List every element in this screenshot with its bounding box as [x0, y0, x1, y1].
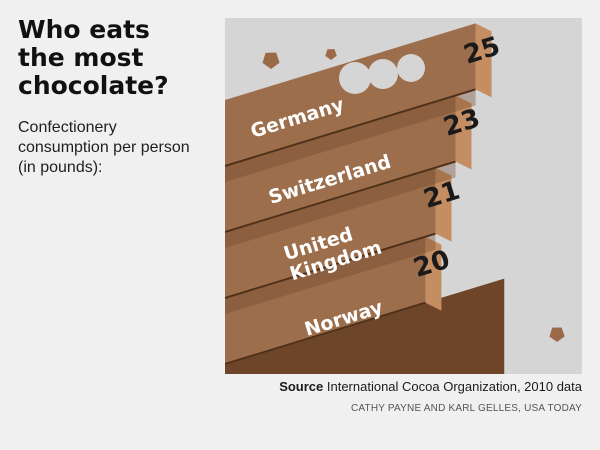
source-note: Source International Cocoa Organization,… [279, 379, 582, 394]
bar-side-0 [475, 23, 492, 98]
source-label: Source [279, 379, 324, 394]
bar-side-2 [435, 167, 452, 242]
chart-title: Who eats the most chocolate? [18, 15, 169, 100]
bar-lip-2 [225, 233, 436, 314]
bar-side-1 [455, 95, 472, 170]
crumb-top-middle [325, 49, 337, 60]
bar-side-3 [425, 236, 442, 311]
bite-mark-0 [339, 62, 371, 94]
crumb-bottom-right [549, 327, 565, 342]
bar-2 [225, 167, 436, 298]
bar-1 [225, 95, 456, 232]
credit-line: CATHY PAYNE AND KARL GELLES, USA TODAY [350, 403, 582, 414]
bar-groove-1 [225, 160, 456, 233]
bar-lip-1 [225, 161, 456, 248]
bite-mark-1 [368, 59, 398, 89]
chart-subtitle: Confectionery consumption per person (in… [18, 119, 190, 176]
bite-mark-2 [397, 54, 425, 82]
bar-3 [225, 236, 426, 364]
bar-lip-3 [225, 302, 426, 374]
chart-svg: Norway20UnitedKingdom21Switzerland23Germ… [225, 23, 565, 374]
bar-groove-3 [225, 301, 426, 365]
bar-lip-0 [225, 89, 476, 182]
chocolate-bar-chart: Norway 20 UnitedKingdom 21 Switzerland 23 Germ… [225, 18, 582, 374]
crumb-top-left [262, 52, 280, 69]
bar-groove-2 [225, 232, 436, 299]
bar-groove-0 [225, 88, 476, 167]
source-text: International Cocoa Organization, 2010 d… [323, 379, 582, 394]
